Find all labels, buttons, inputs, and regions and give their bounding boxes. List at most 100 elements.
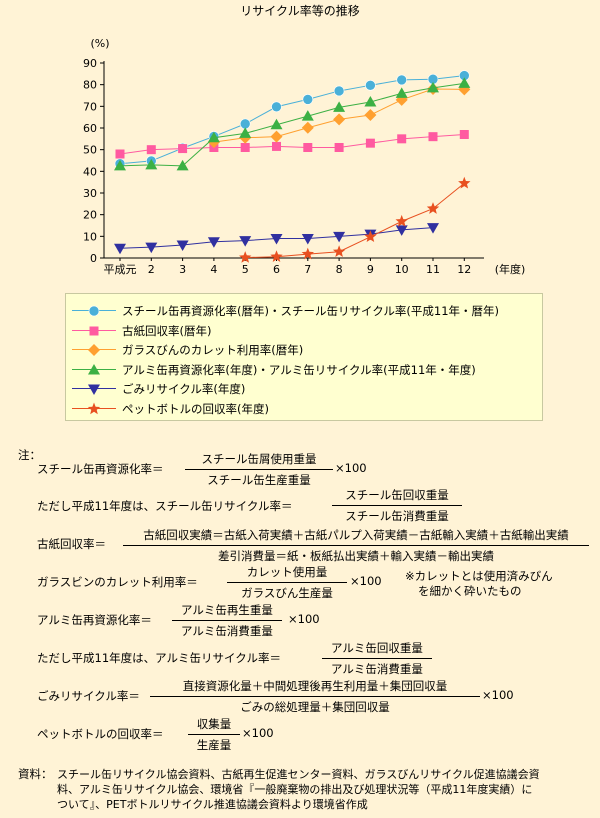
source-line-1: スチール缶リサイクル協会資料、古紙再生促進センター資料、ガラスびんリサイクル促進… bbox=[57, 768, 540, 781]
x-tick-label: 5 bbox=[242, 263, 249, 276]
series-6-point bbox=[270, 250, 283, 262]
steel11-denominator: スチール缶消費重量 bbox=[345, 509, 449, 523]
legend-item-5: ごみリサイクル率(年度) bbox=[66, 380, 536, 398]
legend-item-4: アルミ缶再資源化率(年度)・アルミ缶リサイクル率(平成11年・年度) bbox=[66, 361, 536, 379]
legend-item-3: ガラスびんのカレット利用率(暦年) bbox=[66, 341, 536, 359]
series-4-point bbox=[176, 159, 189, 171]
y-tick-label: 20 bbox=[83, 209, 97, 222]
x-tick-label: 6 bbox=[273, 263, 280, 276]
alu-numerator: アルミ缶再生重量 bbox=[172, 602, 282, 621]
series-2-point bbox=[240, 143, 250, 152]
legend-marker-shape bbox=[88, 384, 100, 395]
series-5-point bbox=[333, 231, 346, 243]
legend-label: アルミ缶再資源化率(年度)・アルミ缶リサイクル率(平成11年・年度) bbox=[122, 362, 476, 377]
series-2-point bbox=[334, 143, 344, 152]
series-2-point bbox=[459, 130, 469, 139]
series-1-point bbox=[333, 85, 345, 97]
series-line-6 bbox=[245, 182, 465, 259]
legend-label: ごみリサイクル率(年度) bbox=[122, 382, 246, 396]
series-1-point bbox=[271, 101, 282, 113]
series-6-point bbox=[458, 176, 471, 189]
pet-fraction: 収集量 生産量 bbox=[188, 716, 240, 753]
pet-multiplier: ×100 bbox=[242, 726, 274, 740]
series-4-point bbox=[458, 77, 471, 88]
legend-marker bbox=[88, 344, 100, 356]
notes-heading: 注： bbox=[18, 448, 41, 462]
series-2-point bbox=[272, 141, 281, 151]
x-tick-label: 9 bbox=[367, 263, 374, 276]
series-5-point bbox=[395, 225, 408, 236]
series-4-point bbox=[301, 110, 314, 121]
alu11-numerator: アルミ缶回収重量 bbox=[322, 640, 432, 659]
steel-fraction: スチール缶屑使用重量 スチール缶生産重量 bbox=[185, 451, 333, 488]
pet-formula-label: ペットボトルの回収率＝ bbox=[37, 727, 164, 741]
legend-label: 古紙回収率(暦年) bbox=[122, 323, 212, 338]
series-2-point bbox=[178, 144, 188, 154]
source-line-3: ついて』、PETボトルリサイクル推進協議会資料より環境省作成 bbox=[57, 798, 368, 811]
series-2-point bbox=[115, 149, 125, 159]
x-tick-label: 平成元 bbox=[104, 263, 137, 276]
waste-fraction: 直接資源化量＋中間処理後再生利用量＋集団回収量 ごみの総処理量＋集団回収量 bbox=[150, 678, 480, 715]
source-line-2: 料、アルミ缶リサイクル協会、環境省『一般廃棄物の排出及び処理状況等（平成11年度… bbox=[57, 783, 533, 796]
series-1-point bbox=[396, 74, 408, 86]
series-4-point bbox=[333, 101, 346, 112]
pet-denominator: 生産量 bbox=[196, 738, 232, 752]
series-4-point bbox=[364, 96, 377, 107]
series-6-point bbox=[364, 230, 377, 242]
alu-multiplier: ×100 bbox=[288, 612, 320, 626]
paper-formula-label: 古紙回収率＝ bbox=[37, 537, 106, 551]
y-tick-label: 30 bbox=[83, 187, 97, 200]
series-6-point bbox=[395, 214, 408, 227]
y-tick-label: 0 bbox=[90, 252, 97, 265]
paper-numerator: 古紙回収実績＝古紙入荷実績＋古紙パルプ入荷実績－古紙輸入実績＋古紙輸出実績 bbox=[123, 527, 589, 546]
series-line-1 bbox=[119, 75, 465, 165]
series-4-point bbox=[114, 159, 126, 171]
legend-marker-shape bbox=[88, 363, 100, 374]
x-tick-label: 12 bbox=[457, 263, 471, 276]
series-line-4 bbox=[119, 82, 465, 167]
legend-marker-shape bbox=[89, 326, 99, 335]
legend-label: ペットボトルの回収率(年度) bbox=[122, 401, 269, 416]
series-3-point bbox=[270, 130, 283, 143]
chart-title: リサイクル率等の推移 bbox=[240, 4, 360, 18]
series-6-point bbox=[332, 245, 346, 257]
y-tick-label: 90 bbox=[83, 57, 97, 70]
steel11-formula-label: ただし平成11年度は、スチール缶リサイクル率＝ bbox=[37, 499, 293, 513]
waste-formula-label: ごみリサイクル率＝ bbox=[37, 689, 140, 703]
x-tick-label: 8 bbox=[336, 263, 343, 276]
series-4-point bbox=[145, 158, 158, 170]
series-1-point bbox=[302, 94, 314, 105]
series-2-point bbox=[397, 134, 407, 144]
alu-formula-label: アルミ缶再資源化率＝ bbox=[37, 613, 152, 627]
x-axis-label: (年度) bbox=[495, 262, 526, 276]
series-4-point bbox=[239, 127, 252, 138]
waste-denominator: ごみの総処理量＋集団回収量 bbox=[240, 700, 390, 714]
series-5-point bbox=[114, 243, 126, 255]
series-5-point bbox=[207, 237, 220, 248]
glass-formula-label: ガラスビンのカレット利用率＝ bbox=[37, 575, 198, 589]
series-5-point bbox=[145, 242, 158, 254]
waste-numerator: 直接資源化量＋中間処理後再生利用量＋集団回収量 bbox=[150, 678, 480, 697]
legend-item-6: ペットボトルの回収率(年度) bbox=[66, 400, 536, 418]
series-line-2 bbox=[119, 134, 465, 155]
steel-formula-label: スチール缶再資源化率＝ bbox=[37, 462, 164, 476]
glass-numerator: カレット使用量 bbox=[227, 564, 347, 583]
series-5-point bbox=[301, 234, 314, 245]
legend-marker-shape bbox=[88, 344, 100, 356]
cullet-note-line1: ※カレットとは使用済みびん bbox=[405, 569, 553, 583]
legend-label: スチール缶再資源化率(暦年)・スチール缶リサイクル率(平成11年・暦年) bbox=[122, 304, 500, 318]
legend: スチール缶再資源化率(暦年)・スチール缶リサイクル率(平成11年・暦年) 古紙回収… bbox=[65, 293, 543, 421]
legend-label: ガラスびんのカレット利用率(暦年) bbox=[122, 343, 304, 357]
legend-marker bbox=[88, 305, 100, 317]
series-2-point bbox=[303, 143, 313, 152]
y-axis-label: (%) bbox=[90, 37, 109, 50]
legend-marker bbox=[88, 363, 100, 374]
source-label: 資料： bbox=[18, 767, 53, 781]
x-tick-label: 2 bbox=[148, 263, 155, 276]
series-1-point bbox=[365, 80, 376, 91]
y-tick-label: 80 bbox=[83, 79, 97, 92]
y-tick-label: 70 bbox=[83, 100, 97, 113]
series-3-point bbox=[333, 113, 346, 126]
x-tick-label: 11 bbox=[426, 263, 440, 276]
x-tick-label: 3 bbox=[179, 263, 186, 276]
